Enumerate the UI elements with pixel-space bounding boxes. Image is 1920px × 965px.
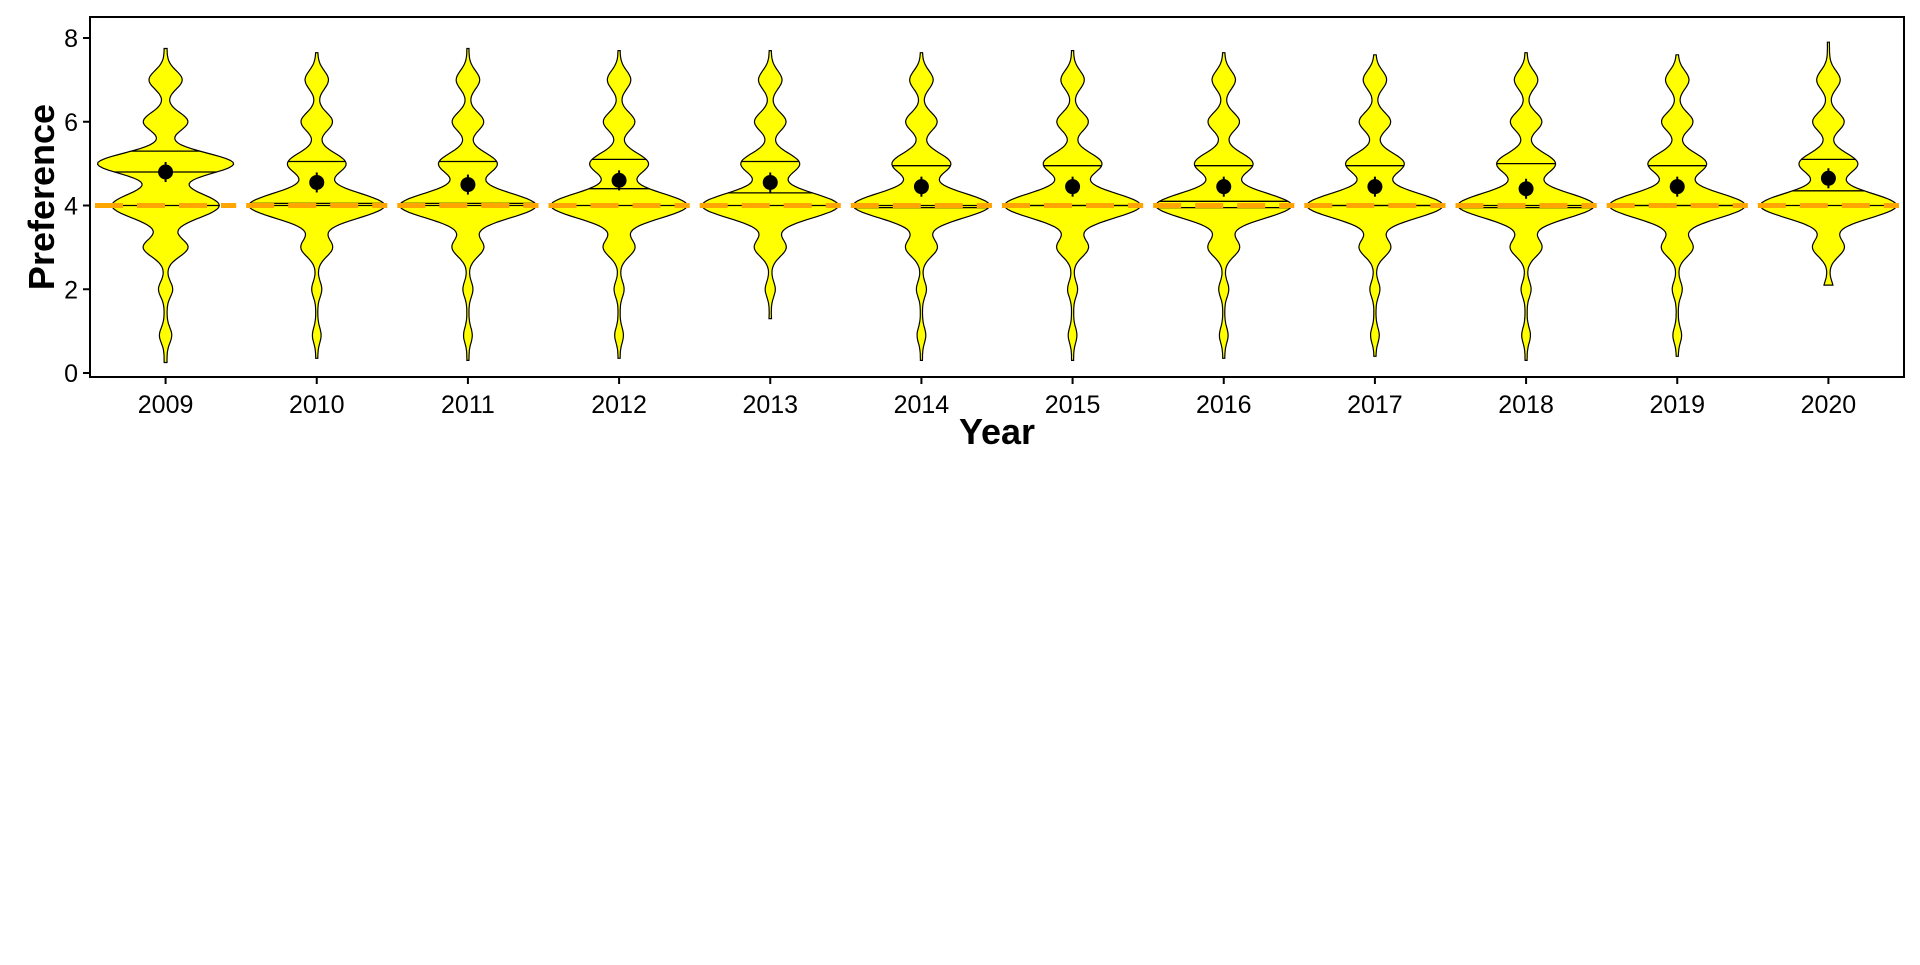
plot-layer bbox=[95, 41, 1899, 364]
x-tick-label: 2014 bbox=[894, 391, 950, 419]
x-tick-label: 2011 bbox=[441, 391, 495, 419]
x-tick-label: 2018 bbox=[1498, 391, 1554, 419]
axis-layer: 2009 2010 2011 2012 2013 2014 2015 2016 2017 2018… bbox=[64, 25, 1856, 419]
x-tick-label: 2020 bbox=[1801, 391, 1857, 419]
x-tick-label: 2017 bbox=[1347, 391, 1403, 419]
y-tick-label: 8 bbox=[64, 25, 78, 53]
mean-point-2010 bbox=[309, 174, 325, 190]
mean-point-2013 bbox=[762, 174, 778, 190]
x-axis-title: Year bbox=[959, 411, 1035, 452]
y-tick-label: 4 bbox=[64, 193, 78, 221]
x-tick-label: 2010 bbox=[289, 391, 345, 419]
violin-2012 bbox=[550, 50, 688, 359]
violin-2018 bbox=[1457, 52, 1595, 361]
mean-point-2018 bbox=[1518, 181, 1534, 197]
violin-2020 bbox=[1759, 41, 1897, 286]
mean-point-2019 bbox=[1669, 179, 1685, 195]
violin-2016 bbox=[1155, 52, 1293, 359]
mean-point-2020 bbox=[1820, 170, 1836, 186]
violin-2014 bbox=[852, 52, 990, 361]
mean-point-2015 bbox=[1065, 179, 1081, 195]
mean-point-2016 bbox=[1216, 179, 1232, 195]
violin-2011 bbox=[399, 47, 537, 361]
mean-point-2014 bbox=[913, 179, 929, 195]
x-tick-label: 2013 bbox=[742, 391, 798, 419]
y-tick-label: 6 bbox=[64, 109, 78, 137]
x-tick-label: 2009 bbox=[138, 391, 194, 419]
mean-point-2011 bbox=[460, 177, 476, 193]
y-tick-label: 2 bbox=[64, 276, 78, 304]
y-tick-label: 0 bbox=[64, 360, 78, 388]
x-tick-label: 2016 bbox=[1196, 391, 1252, 419]
x-tick-label: 2015 bbox=[1045, 391, 1101, 419]
y-axis-title: Preference bbox=[21, 104, 62, 290]
mean-point-2017 bbox=[1367, 179, 1383, 195]
mean-point-2009 bbox=[158, 164, 174, 180]
x-tick-label: 2019 bbox=[1649, 391, 1705, 419]
mean-point-2012 bbox=[611, 172, 627, 188]
x-tick-label: 2012 bbox=[591, 391, 647, 419]
plot-panel-border bbox=[89, 16, 1905, 378]
